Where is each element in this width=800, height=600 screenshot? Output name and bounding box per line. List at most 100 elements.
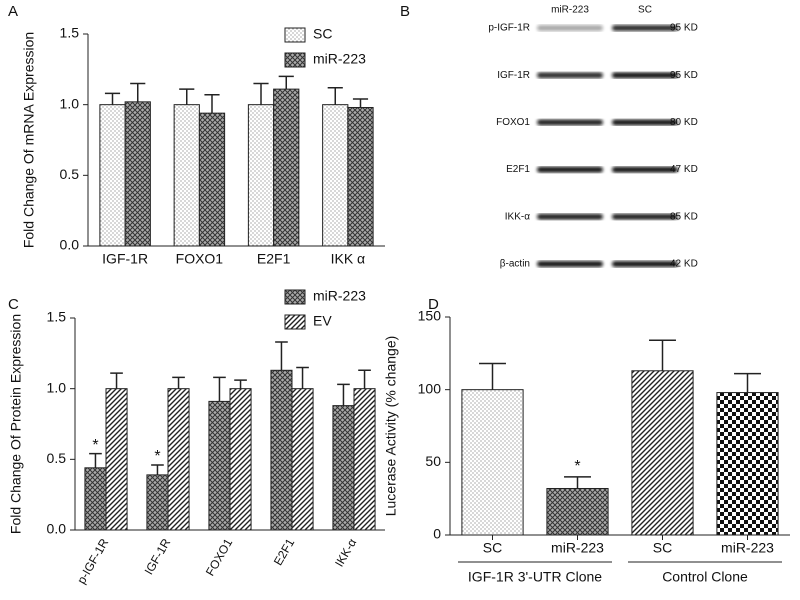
- y-tick-label: 1.5: [47, 309, 67, 325]
- y-axis-label: Lucerase Activity (% change): [383, 336, 399, 517]
- error-bar: [734, 372, 761, 393]
- error-bar: [649, 339, 676, 371]
- error-bar: [213, 376, 226, 402]
- blot-band: [537, 25, 603, 31]
- bar: [332, 405, 355, 531]
- significance: *: [574, 458, 580, 475]
- bar: [291, 388, 314, 531]
- y-axis-label: Fold Change Of mRNA Expression: [21, 32, 37, 248]
- error-bar: [130, 82, 146, 102]
- error-bar: [275, 341, 288, 371]
- error-bar: [278, 75, 294, 90]
- blot-band: [612, 261, 678, 267]
- legend-swatch: [284, 27, 306, 43]
- bar: [124, 101, 151, 247]
- error-bar: [296, 366, 309, 389]
- bar: [173, 104, 200, 247]
- x-tick-label: IKK-α: [332, 536, 359, 569]
- panel-label: C: [8, 296, 19, 313]
- blot-size-label: 42 KD: [670, 259, 698, 270]
- panel-label: D: [428, 296, 439, 313]
- error-bar: [204, 94, 220, 114]
- x-tick-label: SC: [483, 540, 502, 556]
- group-label: IGF-1R 3'-UTR Clone: [468, 569, 602, 585]
- y-tick-label: 0: [433, 526, 441, 542]
- significance: *: [92, 437, 98, 454]
- bar: [146, 474, 169, 531]
- y-axis-label: Fold Change Of Protein Expression: [8, 314, 24, 534]
- panel-label: A: [8, 3, 18, 20]
- legend-swatch: [284, 52, 306, 68]
- bar: [99, 104, 126, 247]
- bar: [84, 467, 107, 531]
- error-bar: [179, 88, 195, 105]
- error-bar: [337, 383, 350, 406]
- y-tick-label: 100: [418, 380, 442, 396]
- x-tick-label: FOXO1: [176, 251, 224, 267]
- x-tick-label: miR-223: [551, 540, 604, 556]
- bar: [247, 104, 275, 247]
- blot-size-label: 80 KD: [670, 117, 698, 128]
- x-tick-label: E2F1: [271, 536, 298, 568]
- error-bar: [151, 464, 164, 475]
- bar: [198, 112, 226, 247]
- y-tick-label: 1.0: [47, 379, 67, 395]
- error-bar: [327, 86, 343, 105]
- y-tick-label: 1.0: [60, 95, 80, 111]
- bar: [461, 389, 524, 536]
- bar: [229, 388, 252, 531]
- legend-label: miR-223: [313, 288, 366, 304]
- x-tick-label: p-IGF-1R: [74, 536, 111, 587]
- error-bar: [358, 369, 371, 389]
- bar: [631, 370, 694, 536]
- y-tick-label: 50: [425, 453, 441, 469]
- blot-size-label: 85 KD: [670, 211, 698, 222]
- blot-band: [612, 213, 678, 220]
- bar: [270, 369, 293, 531]
- x-tick-label: IGF-1R: [102, 251, 148, 267]
- blot-band: [612, 119, 678, 126]
- group-label: Control Clone: [662, 569, 748, 585]
- blot-band: [612, 72, 678, 79]
- blot-row-label: IGF-1R: [497, 70, 530, 81]
- bar: [208, 400, 231, 531]
- x-tick-label: miR-223: [721, 540, 774, 556]
- legend-label: EV: [313, 313, 332, 329]
- lane-label: miR-223: [551, 5, 589, 16]
- error-bar: [234, 379, 247, 389]
- error-bar: [253, 82, 269, 105]
- blot-band: [612, 25, 678, 31]
- legend-label: SC: [313, 26, 332, 42]
- blot-band: [612, 166, 678, 173]
- blot-band: [537, 213, 603, 220]
- legend-swatch: [284, 289, 306, 305]
- lane-label: SC: [638, 5, 652, 16]
- x-tick-label: E2F1: [257, 251, 291, 267]
- bar: [105, 388, 128, 531]
- bar: [716, 392, 779, 536]
- x-tick-label: FOXO1: [203, 536, 236, 579]
- bar: [167, 388, 190, 531]
- blot-size-label: 47 KD: [670, 164, 698, 175]
- error-bar: [89, 452, 102, 468]
- error-bar: [564, 476, 591, 489]
- bar: [322, 104, 349, 247]
- blot-size-label: 95 KD: [670, 70, 698, 81]
- x-tick-label: IGF-1R: [142, 536, 174, 577]
- blot-row-label: FOXO1: [496, 117, 530, 128]
- blot-band: [537, 119, 603, 126]
- blot-band: [537, 261, 603, 267]
- blot-band: [537, 72, 603, 79]
- blot-row-label: p-IGF-1R: [488, 23, 530, 34]
- y-tick-label: 0.0: [47, 521, 67, 537]
- error-bar: [172, 376, 185, 389]
- x-tick-label: IKK α: [331, 251, 366, 267]
- x-tick-label: SC: [653, 540, 672, 556]
- bar: [273, 88, 300, 247]
- blot-size-label: 95 KD: [670, 23, 698, 34]
- bar: [347, 106, 374, 247]
- y-tick-label: 0.5: [47, 450, 67, 466]
- y-tick-label: 150: [418, 308, 442, 324]
- error-bar: [479, 362, 506, 390]
